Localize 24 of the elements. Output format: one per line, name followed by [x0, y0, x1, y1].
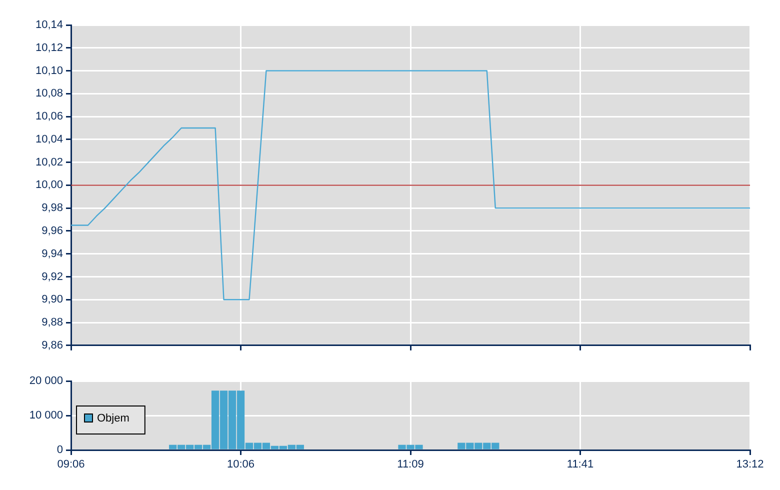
y-tick-label: 10 000: [29, 410, 63, 422]
y-tick-label: 9,90: [42, 294, 63, 306]
legend-label: Objem: [97, 412, 130, 425]
y-tick-label: 10,12: [35, 42, 63, 54]
y-tick-label: 9,86: [42, 339, 63, 352]
y-tick-label: 0: [56, 444, 63, 456]
y-tick-label: 10,04: [35, 133, 63, 146]
y-tick-label: 9,92: [42, 270, 63, 283]
x-tick-label: 09:06: [57, 458, 85, 471]
y-tick-label: 10,08: [35, 88, 63, 100]
y-tick-label: 9,98: [42, 202, 63, 214]
x-tick-label: 11:41: [566, 458, 594, 471]
x-tick-label: 10:06: [226, 458, 255, 471]
y-tick-label: 10,14: [35, 19, 63, 32]
x-tick-label: 13:12: [736, 458, 764, 471]
y-tick-label: 10,10: [35, 64, 63, 77]
y-tick-label: 10,06: [35, 110, 63, 123]
y-tick-label: 9,96: [42, 225, 63, 238]
y-tick-label: 9,94: [42, 248, 63, 260]
y-tick-label: 20 000: [29, 375, 63, 388]
x-tick-label: 11:09: [397, 458, 424, 471]
y-tick-label: 9,88: [42, 316, 63, 329]
y-tick-label: 10,02: [35, 156, 63, 168]
y-tick-label: 10,00: [35, 179, 63, 192]
